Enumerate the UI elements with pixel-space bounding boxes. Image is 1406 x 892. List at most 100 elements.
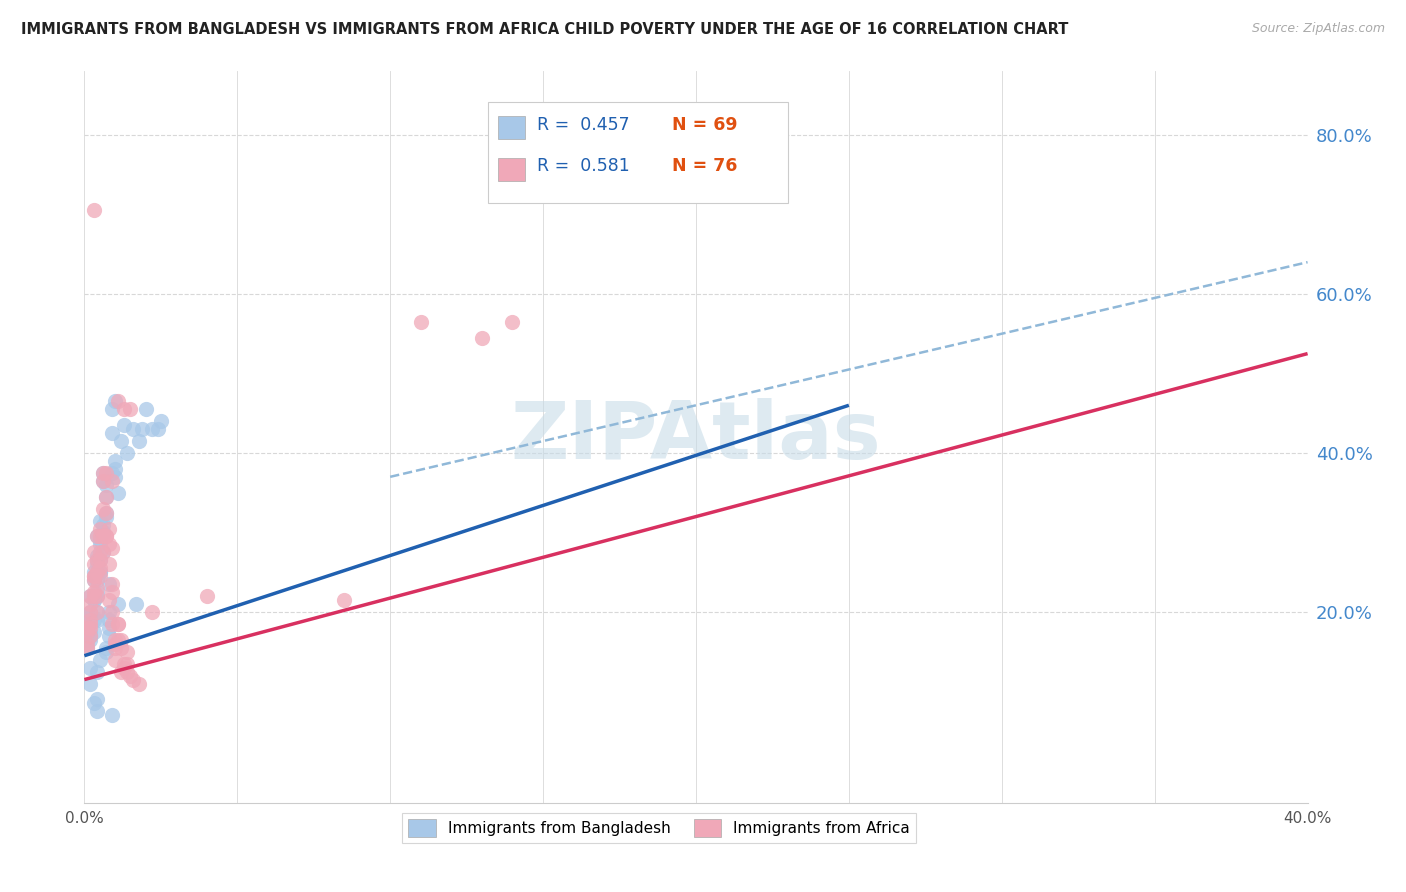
Point	[89, 553, 111, 567]
Point	[107, 616, 129, 631]
Point	[94, 506, 117, 520]
Point	[94, 640, 117, 655]
Point	[101, 466, 124, 480]
Point	[79, 624, 101, 639]
Point	[112, 660, 135, 674]
Point	[76, 624, 98, 639]
Point	[79, 616, 101, 631]
Point	[83, 589, 105, 603]
Point	[97, 521, 120, 535]
Point	[86, 581, 108, 595]
Point	[115, 665, 138, 679]
Point	[86, 692, 108, 706]
Point	[89, 553, 111, 567]
Point	[76, 637, 98, 651]
Point	[89, 521, 111, 535]
Point	[104, 454, 127, 468]
Point	[107, 632, 129, 647]
Point	[94, 529, 117, 543]
Point	[83, 593, 105, 607]
Point	[89, 566, 111, 580]
Point	[91, 525, 114, 540]
Point	[83, 593, 105, 607]
Point	[125, 597, 148, 611]
Point	[89, 561, 111, 575]
Point	[146, 422, 169, 436]
Point	[76, 621, 98, 635]
Point	[115, 645, 138, 659]
Point	[110, 665, 132, 679]
Point	[86, 553, 108, 567]
Point	[86, 589, 108, 603]
Point	[79, 629, 101, 643]
Point	[86, 589, 108, 603]
Point	[76, 632, 98, 647]
Point	[104, 470, 127, 484]
Point	[97, 621, 120, 635]
Bar	[498, 158, 524, 181]
Point	[91, 525, 114, 540]
Point	[83, 558, 105, 572]
Point	[107, 394, 129, 409]
Point	[86, 613, 108, 627]
Point	[89, 514, 111, 528]
Point	[86, 605, 108, 619]
Point	[79, 605, 101, 619]
Point	[97, 593, 120, 607]
Text: R =  0.457: R = 0.457	[537, 116, 630, 134]
Point	[83, 697, 105, 711]
Text: N = 69: N = 69	[672, 116, 737, 134]
Point	[91, 474, 114, 488]
Point	[91, 545, 114, 559]
Point	[101, 585, 124, 599]
Point	[107, 616, 129, 631]
Point	[89, 569, 111, 583]
Point	[79, 597, 101, 611]
Point	[79, 629, 101, 643]
Point	[79, 621, 101, 635]
Point	[83, 569, 105, 583]
Point	[83, 573, 105, 587]
Point	[101, 577, 124, 591]
Point	[104, 640, 127, 655]
Point	[141, 422, 163, 436]
Point	[135, 402, 157, 417]
Point	[91, 529, 114, 543]
Point	[91, 466, 114, 480]
Point	[107, 485, 129, 500]
Point	[79, 589, 101, 603]
Point	[101, 474, 124, 488]
Point	[104, 653, 127, 667]
Point	[141, 605, 163, 619]
Point	[79, 613, 101, 627]
Text: R =  0.581: R = 0.581	[537, 158, 630, 176]
Point	[83, 624, 105, 639]
Point	[91, 474, 114, 488]
Point	[86, 549, 108, 564]
Text: N = 76: N = 76	[672, 158, 737, 176]
Point	[91, 501, 114, 516]
Text: ZIPAtlas: ZIPAtlas	[510, 398, 882, 476]
Point	[94, 529, 117, 543]
Point	[76, 640, 98, 655]
Point	[83, 589, 105, 603]
Point	[83, 585, 105, 599]
Point	[502, 315, 524, 329]
Point	[112, 657, 135, 671]
Point	[112, 402, 135, 417]
Point	[86, 665, 108, 679]
Point	[83, 566, 105, 580]
Point	[86, 585, 108, 599]
Point	[94, 466, 117, 480]
Point	[91, 545, 114, 559]
Point	[122, 673, 145, 687]
Point	[115, 657, 138, 671]
Point	[97, 629, 120, 643]
Text: IMMIGRANTS FROM BANGLADESH VS IMMIGRANTS FROM AFRICA CHILD POVERTY UNDER THE AGE: IMMIGRANTS FROM BANGLADESH VS IMMIGRANTS…	[21, 22, 1069, 37]
Point	[89, 545, 111, 559]
Point	[89, 653, 111, 667]
Point	[86, 558, 108, 572]
Point	[104, 394, 127, 409]
Point	[101, 402, 124, 417]
Point	[97, 605, 120, 619]
